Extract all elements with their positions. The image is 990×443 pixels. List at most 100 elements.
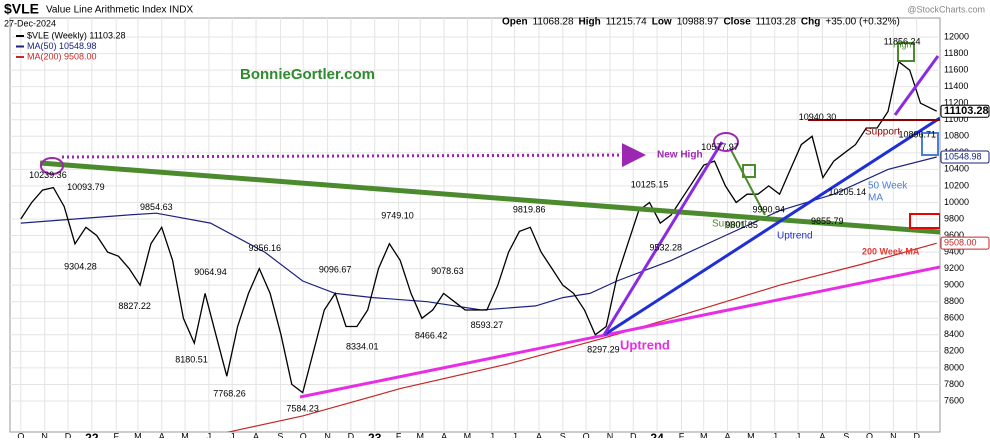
- y-tick-label: 8200: [944, 346, 964, 356]
- quote-text: 11215.74: [606, 17, 647, 28]
- price-annotation: 9855.79: [811, 216, 844, 226]
- x-tick-label: M: [181, 431, 189, 438]
- site: BonnieGortler.com: [240, 66, 375, 83]
- title: Value Line Arithmetic Index INDX: [46, 5, 193, 16]
- price-box: [940, 150, 990, 164]
- circle: [713, 132, 739, 152]
- price-annotation: 9854.63: [140, 202, 173, 212]
- quote-text: High: [579, 17, 601, 28]
- x-tick-label: J: [490, 431, 495, 438]
- note: MA: [868, 193, 883, 204]
- note: 200 Week MA: [862, 246, 920, 256]
- price-annotation: 9801.85: [725, 220, 758, 230]
- price-annotation: 9078.63: [431, 266, 464, 276]
- x-tick-label: N: [324, 431, 331, 438]
- y-tick-label: 7600: [944, 395, 964, 405]
- trendline: [39, 160, 940, 235]
- box: [897, 42, 915, 62]
- x-tick-label: O: [866, 431, 873, 438]
- price-annotation: 9304.28: [64, 261, 97, 271]
- x-tick-label: 23: [368, 431, 382, 438]
- y-tick-label: 11400: [944, 81, 968, 91]
- y-tick-label: 8400: [944, 329, 964, 339]
- x-tick-label: J: [512, 431, 517, 438]
- price-line: [20, 60, 937, 394]
- note: New High: [657, 150, 703, 161]
- y-tick-label: 10200: [944, 180, 969, 190]
- legend-label: $VLE (Weekly) 11103.28: [27, 30, 126, 40]
- price-annotation: 10239.36: [29, 170, 67, 180]
- price-box-label: 11103.28: [944, 105, 989, 117]
- y-tick-label: 9000: [944, 280, 964, 290]
- price-annotation: 7584.23: [286, 404, 319, 414]
- price-annotation: 8334.01: [346, 342, 379, 352]
- x-tick-label: J: [796, 431, 801, 438]
- trendlines: [39, 42, 940, 399]
- legend-label: MA(200) 9508.00: [27, 51, 97, 61]
- y-tick-label: 8000: [944, 362, 964, 372]
- quote-text: 10988.97: [677, 17, 719, 28]
- x-tick-label: A: [159, 431, 165, 438]
- box: [921, 132, 939, 156]
- y-tick-label: 9600: [944, 230, 964, 240]
- quote-text: +35.00 (+0.32%): [825, 17, 900, 28]
- price-annotation: 8180.51: [175, 354, 208, 364]
- watermark: @StockCharts.com: [907, 4, 985, 14]
- price-annotation: 9990.94: [752, 205, 785, 215]
- x-tick-label: M: [417, 431, 425, 438]
- y-tick-label: 11600: [944, 64, 968, 74]
- trendline: [603, 116, 940, 337]
- y-tick-label: 8600: [944, 313, 964, 323]
- y-tick-label: 8800: [944, 296, 964, 306]
- x-tick-label: N: [41, 431, 48, 438]
- quote-text: Chg: [801, 17, 820, 28]
- x-tick-label: A: [819, 431, 825, 438]
- y-tick-label: 9800: [944, 213, 964, 223]
- x-tick-label: O: [300, 431, 307, 438]
- x-tick-label: F: [113, 431, 119, 438]
- x-tick-label: 24: [650, 431, 664, 438]
- x-tick-label: M: [700, 431, 708, 438]
- x-tick-label: S: [560, 431, 566, 438]
- note: Support: [865, 127, 900, 138]
- trendline: [602, 141, 724, 336]
- box: [909, 213, 940, 229]
- trendline: [299, 265, 940, 399]
- support-line: [729, 147, 766, 216]
- y-tick-label: 11200: [944, 98, 968, 108]
- price-box: [940, 104, 990, 118]
- y-tick-label: 9400: [944, 246, 964, 256]
- legend-label: MA(50) 10548.98: [27, 41, 97, 51]
- price-annotation: 9819.86: [513, 205, 546, 215]
- x-tick-label: A: [441, 431, 447, 438]
- price-annotation: 10940.30: [799, 112, 837, 122]
- price-annotation: 9356.16: [248, 243, 281, 253]
- note: Uptrend: [777, 231, 813, 242]
- x-tick-label: S: [843, 431, 849, 438]
- note: High: [893, 39, 912, 49]
- y-tick-label: 11000: [944, 114, 968, 124]
- y-tick-label: 10400: [944, 164, 969, 174]
- quote-text: Low: [652, 17, 672, 28]
- x-tick-label: M: [134, 431, 142, 438]
- x-tick-label: A: [536, 431, 542, 438]
- y-tick-label: 11800: [944, 48, 968, 58]
- note: Support: [712, 219, 747, 230]
- date: 27-Dec-2024: [4, 18, 56, 28]
- new-high-line: [61, 143, 646, 168]
- box: [742, 164, 756, 178]
- x-tick-label: J: [207, 431, 212, 438]
- note: Uptrend: [620, 337, 670, 352]
- x-tick-label: A: [725, 431, 731, 438]
- price-annotation: 10896.71: [898, 130, 936, 140]
- price-annotation: 8827.22: [118, 301, 151, 311]
- price-annotation: 10205.14: [829, 187, 867, 197]
- price-box-label: 10548.98: [944, 151, 982, 161]
- y-tick-label: 7800: [944, 379, 964, 389]
- x-tick-label: O: [17, 431, 24, 438]
- x-tick-label: D: [65, 431, 72, 438]
- price-annotation: 7768.26: [213, 388, 246, 398]
- price-annotation: 10125.15: [631, 179, 669, 189]
- price-box-label: 9508.00: [944, 238, 977, 248]
